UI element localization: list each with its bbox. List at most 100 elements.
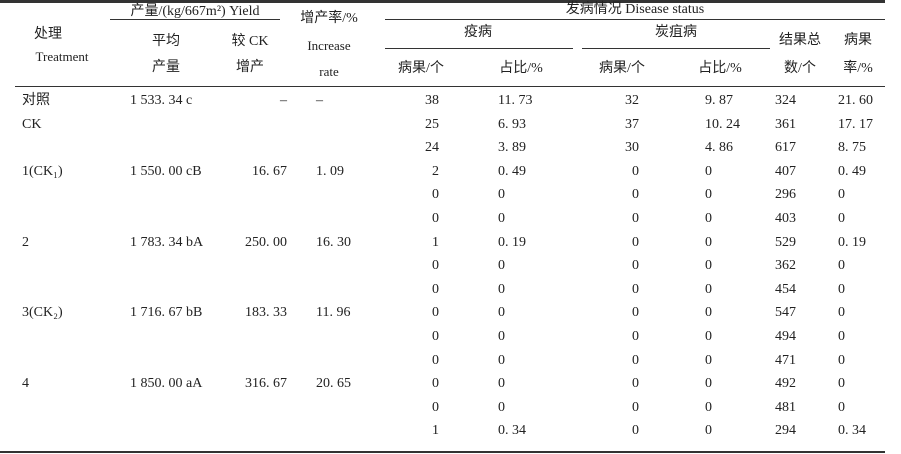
header-rate-1: 增产率/% <box>300 11 358 26</box>
cell-b-ratio: 0. 19 <box>498 234 526 250</box>
cell-b-count: 0 <box>432 187 439 203</box>
cell-total: 617 <box>775 140 796 156</box>
cell-avg: 1 783. 34 bA <box>130 234 204 250</box>
cell-d-rate: 0. 49 <box>838 163 866 179</box>
header-rate-2: Increase <box>307 38 351 53</box>
cell-total: 492 <box>775 376 796 392</box>
cell-b-ratio: 0 <box>498 399 505 415</box>
cell-b-count: 25 <box>425 116 439 132</box>
header-avg-1: 平均 <box>152 34 180 49</box>
cell-d-rate: 0 <box>838 399 845 415</box>
cell-b-ratio: 0 <box>498 258 505 274</box>
cell-b-count: 0 <box>432 305 439 321</box>
cell-treatment: 4 <box>22 376 29 392</box>
header-anth-ratio: 占比/% <box>698 61 742 76</box>
cell-total: 362 <box>775 258 796 274</box>
cell-a-count: 0 <box>632 376 639 392</box>
header-anth-count: 病果/个 <box>599 61 645 76</box>
cell-b-ratio: 3. 89 <box>498 140 526 156</box>
cell-total: 296 <box>775 187 796 203</box>
cell-a-count: 0 <box>632 352 639 368</box>
cell-vs-ck: 316. 67 <box>245 376 287 392</box>
cell-b-count: 1 <box>432 423 439 439</box>
cell-b-count: 1 <box>432 234 439 250</box>
cell-a-count: 0 <box>632 258 639 274</box>
cell-total: 454 <box>775 281 796 297</box>
header-avg-2: 产量 <box>152 60 180 75</box>
cell-a-ratio: 0 <box>705 234 712 250</box>
cell-a-ratio: 10. 24 <box>705 116 740 132</box>
cell-d-rate: 0 <box>838 258 845 274</box>
cell-a-count: 0 <box>632 399 639 415</box>
cell-b-ratio: 6. 93 <box>498 116 526 132</box>
header-yield-group: 产量/(kg/667m²) Yield <box>130 4 260 19</box>
cell-a-ratio: 0 <box>705 281 712 297</box>
blight-rule <box>385 48 573 49</box>
cell-a-ratio: 0 <box>705 305 712 321</box>
cell-total: 403 <box>775 211 796 226</box>
cell-total: 361 <box>775 116 796 132</box>
header-blight-count: 病果/个 <box>398 61 444 76</box>
cell-d-rate: 0. 19 <box>838 234 866 250</box>
cell-a-count: 32 <box>625 93 639 108</box>
header-blight-ratio: 占比/% <box>499 61 543 76</box>
cell-total: 481 <box>775 399 796 415</box>
cell-a-count: 0 <box>632 305 639 321</box>
cell-avg: 1 550. 00 cB <box>130 163 202 179</box>
cell-a-ratio: 0 <box>705 187 712 203</box>
cell-treatment: 3(CK₂) <box>22 305 63 321</box>
cell-a-ratio: 0 <box>705 352 712 368</box>
cell-a-ratio: 4. 86 <box>705 140 733 156</box>
cell-b-ratio: 0. 34 <box>498 423 526 439</box>
cell-a-count: 0 <box>632 329 639 344</box>
cell-treatment: 对照 <box>22 93 50 108</box>
cell-a-ratio: 0 <box>705 211 712 226</box>
yield-rule <box>110 19 280 20</box>
cell-total: 529 <box>775 234 796 250</box>
cell-d-rate: 0 <box>838 352 845 368</box>
cell-rate: 16. 30 <box>316 234 351 250</box>
cell-treatment: 2 <box>22 234 29 250</box>
cell-b-ratio: 0 <box>498 352 505 368</box>
cell-vs-ck: 183. 33 <box>245 305 287 321</box>
cell-avg: 1 716. 67 bB <box>130 305 203 321</box>
header-total-2: 数/个 <box>784 61 816 76</box>
cell-a-count: 0 <box>632 234 639 250</box>
cell-b-ratio: 0 <box>498 187 505 203</box>
cell-a-ratio: 0 <box>705 163 712 179</box>
cell-b-ratio: 0 <box>498 305 505 321</box>
cell-rate: 11. 96 <box>316 305 351 321</box>
cell-d-rate: 21. 60 <box>838 93 873 108</box>
header-vs-ck-2: 增产 <box>236 60 264 75</box>
cell-b-count: 0 <box>432 376 439 392</box>
cell-a-ratio: 9. 87 <box>705 93 733 108</box>
cell-a-count: 0 <box>632 211 639 226</box>
cell-b-ratio: 0 <box>498 281 505 297</box>
header-blight: 疫病 <box>464 25 492 40</box>
cell-avg: 1 850. 00 aA <box>130 376 203 392</box>
header-rate-3: rate <box>319 64 339 79</box>
cell-d-rate: 17. 17 <box>838 116 873 132</box>
anthracnose-rule <box>582 48 770 49</box>
cell-b-count: 0 <box>432 329 439 344</box>
cell-a-ratio: 0 <box>705 329 712 344</box>
cell-d-rate: 0 <box>838 329 845 344</box>
cell-treatment: 1(CK₁) <box>22 163 63 179</box>
cell-vs-ck: – <box>280 93 287 108</box>
cell-vs-ck: 250. 00 <box>245 234 287 250</box>
cell-b-count: 38 <box>425 93 439 108</box>
cell-a-count: 0 <box>632 281 639 297</box>
top-rule <box>0 0 885 3</box>
cell-b-count: 0 <box>432 281 439 297</box>
cell-a-ratio: 0 <box>705 423 712 439</box>
cell-total: 547 <box>775 305 796 321</box>
cell-b-count: 0 <box>432 258 439 274</box>
cell-rate: 20. 65 <box>316 376 351 392</box>
cell-d-rate: 0 <box>838 211 845 226</box>
cell-b-ratio: 0 <box>498 211 505 226</box>
cell-b-ratio: 0. 49 <box>498 163 526 179</box>
cell-total: 494 <box>775 329 796 344</box>
cell-total: 407 <box>775 163 796 179</box>
cell-rate: 1. 09 <box>316 163 344 179</box>
